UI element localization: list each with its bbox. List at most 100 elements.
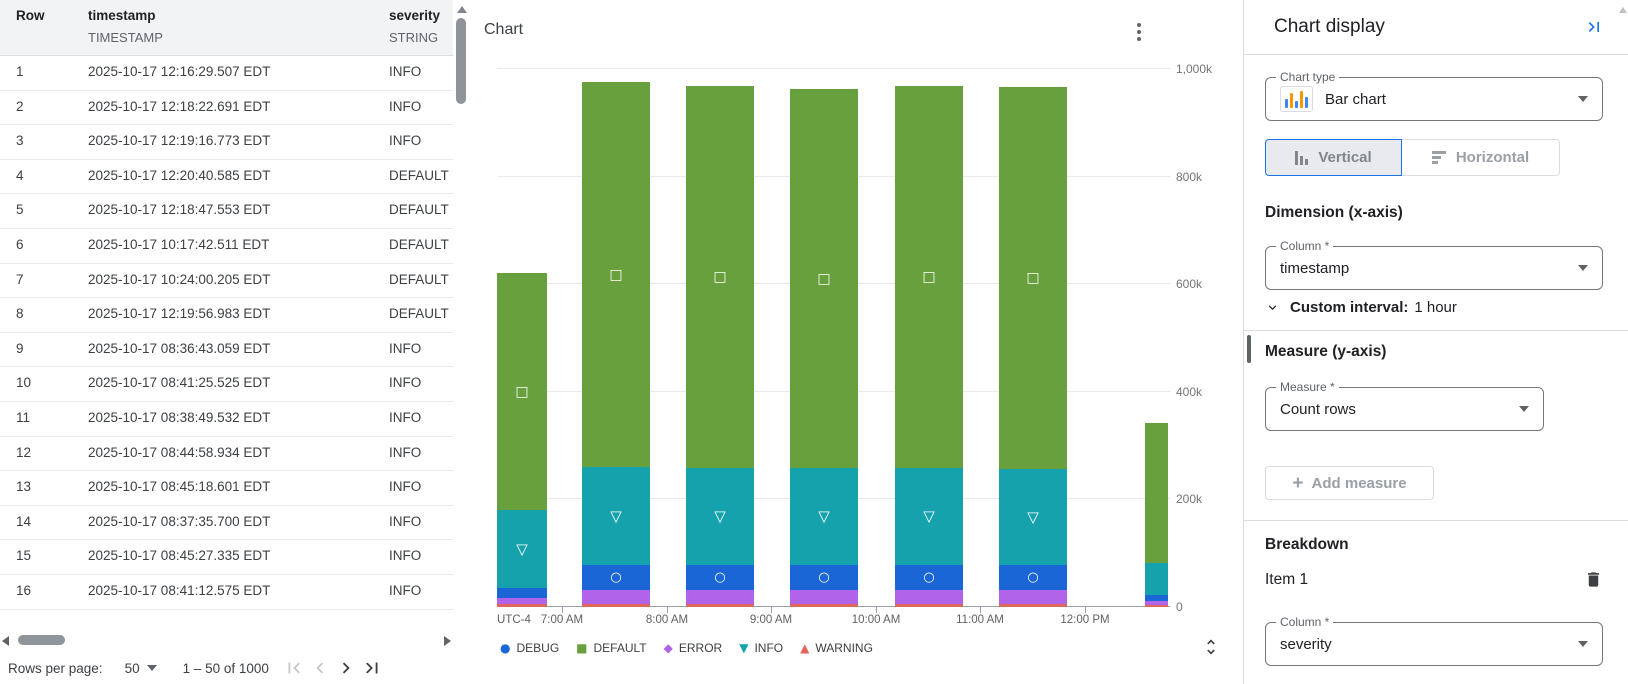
divider: [1244, 330, 1628, 331]
last-page-icon[interactable]: [361, 657, 383, 679]
scroll-right-icon[interactable]: [444, 636, 451, 646]
breakdown-column-select[interactable]: Column * severity: [1265, 615, 1603, 666]
series-marker-square-icon: □: [922, 269, 936, 286]
timestamp-cell: 2025-10-17 08:41:12.575 EDT: [88, 582, 271, 598]
timestamp-cell: 2025-10-17 08:45:18.601 EDT: [88, 479, 271, 495]
chart-type-value: Bar chart: [1325, 90, 1386, 108]
timestamp-cell: 2025-10-17 12:18:47.553 EDT: [88, 202, 271, 218]
legend-item-debug[interactable]: ● DEBUG: [500, 641, 559, 655]
bar-segment-debug: ○: [790, 565, 858, 590]
x-axis-tick: [562, 607, 563, 613]
scroll-up-icon[interactable]: [457, 6, 467, 13]
series-marker-triangle-down-icon: ▽: [1027, 507, 1039, 526]
timestamp-cell: 2025-10-17 12:20:40.585 EDT: [88, 167, 271, 183]
stacked-bar-800am: ○ ▽ □: [686, 69, 754, 607]
gridline: [497, 68, 1170, 69]
chevron-down-icon: [1578, 641, 1588, 647]
legend-item-info[interactable]: ▼ INFO: [739, 641, 783, 655]
collapse-panel-icon[interactable]: [1584, 17, 1604, 37]
next-page-icon[interactable]: [335, 657, 357, 679]
severity-cell: INFO: [389, 479, 422, 495]
horizontal-scrollbar-thumb[interactable]: [18, 635, 65, 645]
column-type-timestamp: TIMESTAMP: [88, 30, 163, 45]
horizontal-toggle-label: Horizontal: [1455, 149, 1530, 166]
legend-diamond-icon: ◆: [663, 641, 673, 655]
dimension-column-label: Column *: [1276, 239, 1334, 253]
custom-interval-expander[interactable]: Custom interval: 1 hour: [1265, 299, 1603, 316]
delete-trash-icon[interactable]: [1584, 570, 1603, 589]
legend-item-default[interactable]: ■ DEFAULT: [576, 641, 646, 655]
row-number-cell: 10: [16, 375, 32, 391]
unfold-more-icon[interactable]: [1201, 636, 1221, 658]
stacked-bar-1100am: ○ ▽ □: [999, 69, 1067, 607]
severity-cell: INFO: [389, 133, 422, 149]
rows-per-page-select[interactable]: 50: [125, 661, 157, 676]
table-row: 12 2025-10-17 08:44:58.934 EDT INFO: [0, 437, 470, 472]
severity-cell: INFO: [389, 548, 422, 564]
measure-field-label: Measure *: [1276, 380, 1339, 394]
y-axis-tick-label: 400k: [1176, 384, 1203, 399]
legend-item-error[interactable]: ◆ ERROR: [664, 641, 723, 655]
results-table-panel: Row timestamp TIMESTAMP severity STRING …: [0, 0, 470, 684]
table-row: 7 2025-10-17 10:24:00.205 EDT DEFAULT: [0, 264, 470, 299]
severity-cell: DEFAULT: [389, 236, 449, 252]
chart-type-select[interactable]: Chart type Bar chart: [1265, 70, 1603, 121]
previous-page-icon[interactable]: [309, 657, 331, 679]
table-row: 11 2025-10-17 08:38:49.532 EDT INFO: [0, 402, 470, 437]
vertical-toggle-button[interactable]: Vertical: [1265, 139, 1402, 176]
pagination-bar: Rows per page: 50 1 – 50 of 1000: [0, 652, 470, 684]
x-axis-tick: [771, 607, 772, 613]
chart-menu-kebab-icon[interactable]: [1131, 19, 1147, 45]
bar-segment-info: ▽: [497, 510, 547, 589]
x-axis-tick-label: 8:00 AM: [645, 614, 689, 626]
row-number-cell: 16: [16, 582, 32, 598]
x-axis-tick-label: 12:00 PM: [1060, 614, 1110, 626]
legend-label: DEFAULT: [593, 641, 647, 655]
custom-interval-label: Custom interval:: [1290, 299, 1409, 316]
y-axis-tick-label: 200k: [1176, 492, 1203, 507]
divider: [1244, 520, 1628, 521]
severity-cell: DEFAULT: [389, 202, 449, 218]
table-row: 14 2025-10-17 08:37:35.700 EDT INFO: [0, 506, 470, 541]
vertical-scrollbar-thumb[interactable]: [456, 18, 466, 104]
measure-select[interactable]: Measure * Count rows: [1265, 380, 1544, 431]
x-axis-tick: [876, 607, 877, 613]
row-number-cell: 1: [16, 64, 24, 79]
timestamp-cell: 2025-10-17 08:36:43.059 EDT: [88, 340, 271, 356]
vertical-scrollbar[interactable]: [453, 0, 481, 684]
timestamp-cell: 2025-10-17 12:19:56.983 EDT: [88, 306, 271, 322]
bar-segment-debug: ○: [895, 565, 963, 590]
first-page-icon[interactable]: [283, 657, 305, 679]
table-header: Row timestamp TIMESTAMP severity STRING: [0, 0, 470, 56]
x-axis-tick: [1085, 607, 1086, 613]
horizontal-scrollbar[interactable]: [0, 631, 455, 649]
row-number-cell: 8: [16, 306, 24, 322]
legend-triangle-down-icon: ▼: [739, 641, 749, 655]
timestamp-cell: 2025-10-17 08:45:27.335 EDT: [88, 548, 271, 564]
scroll-left-icon[interactable]: [2, 636, 9, 646]
severity-cell: INFO: [389, 98, 422, 114]
series-marker-circle-icon: ○: [1027, 569, 1039, 585]
row-number-cell: 3: [16, 133, 24, 149]
bar-segment-error: [999, 589, 1067, 604]
timestamp-cell: 2025-10-17 12:19:16.773 EDT: [88, 133, 271, 149]
stacked-bar-1000am: ○ ▽ □: [895, 69, 963, 607]
add-measure-label: Add measure: [1311, 474, 1407, 492]
panel-resize-handle[interactable]: [1247, 335, 1251, 363]
dimension-column-select[interactable]: Column * timestamp: [1265, 239, 1603, 290]
bar-segment-warning: [999, 603, 1067, 607]
bar-segment-error: [582, 589, 650, 604]
chart-panel: Chart ▽ □ ○ ▽ □ ○ ▽ □ ○ ▽ □ ○ ▽ □ ○ ▽ □ 0 200k 400k 600k 800…: [470, 0, 1243, 684]
dimension-heading: Dimension (x-axis): [1265, 204, 1403, 221]
panel-scroll-up-icon[interactable]: [1619, 7, 1627, 13]
bar-segment-info: [1145, 562, 1168, 595]
horizontal-toggle-button[interactable]: Horizontal: [1402, 139, 1560, 176]
bar-segment-warning: [582, 603, 650, 607]
measure-heading: Measure (y-axis): [1265, 343, 1387, 360]
y-axis-tick-label: 600k: [1176, 277, 1203, 292]
add-measure-button[interactable]: + Add measure: [1265, 466, 1434, 500]
legend-item-warning[interactable]: ▲ WARNING: [800, 641, 873, 655]
x-axis-tick: [667, 607, 668, 613]
rows-per-page-value: 50: [124, 660, 140, 676]
bar-segment-error: [1145, 600, 1168, 606]
